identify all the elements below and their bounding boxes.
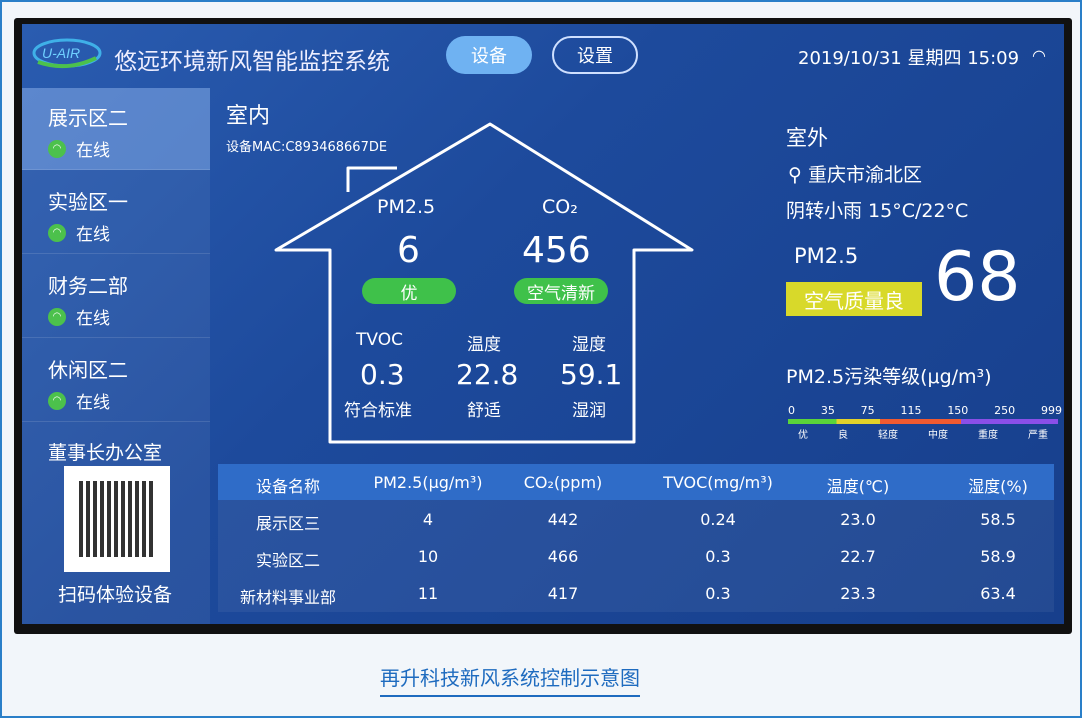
table-cell: 63.4 [980,584,1016,603]
scale-ticks: 0 35 75 115 150 250 999 [788,404,1062,417]
qr-code [64,466,170,572]
device-name: 展示区二 [48,106,128,130]
column-header: TVOC(mg/m³) [663,473,773,492]
column-header: 设备名称 [255,477,320,496]
scale-title: PM2.5污染等级(μg/m³) [786,366,992,388]
table-cell: 58.9 [980,547,1016,566]
temp-value: 22.8 [456,358,519,391]
table-cell: 展示区三 [255,514,320,533]
wifi-icon: ◠ [48,307,66,326]
temp-desc: 舒适 [467,401,501,421]
pm25-badge: 优 [362,278,456,304]
air-quality-badge: 空气质量良 [786,282,922,316]
tab-device[interactable]: 设备 [446,36,532,74]
sidebar-item[interactable]: 展示区二 ◠ 在线 [22,88,210,170]
house-outline [274,122,694,444]
wifi-icon: ◠ [1032,46,1046,65]
sidebar-item[interactable]: 财务二部 ◠ 在线 [22,256,210,338]
table-cell: 实验区二 [255,551,320,570]
outdoor-pm25-value: 68 [934,238,1021,317]
scale-levels: 优良轻度 中度 重度 严重 [798,430,1048,441]
indoor-title: 室内 [226,104,271,129]
table-cell: 442 [547,510,579,529]
status: 在线 [76,309,110,329]
table-cell: 23.3 [840,584,876,603]
office-label: 董事长办公室 [48,442,163,464]
status: 在线 [76,225,110,245]
co2-label: CO₂ [542,196,578,218]
table-cell: 23.0 [840,510,876,529]
pollution-scale-bar [788,419,1058,424]
wifi-icon: ◠ [48,223,66,242]
caption: 再升科技新风系统控制示意图 [380,662,640,697]
device-name: 财务二部 [48,274,128,298]
sidebar-item[interactable]: 休闲区二 ◠ 在线 [22,340,210,422]
pm25-label: PM2.5 [377,196,436,218]
table-cell: 58.5 [980,510,1016,529]
sidebar-item[interactable]: 实验区一 ◠ 在线 [22,172,210,254]
outdoor-pm25-label: PM2.5 [794,244,859,268]
table-cell: 417 [547,584,579,603]
humidity-label: 湿度 [572,335,606,355]
column-header: 温度(℃) [826,477,890,496]
device-mac: 设备MAC:C893468667DE [226,140,388,155]
location-pin-icon: ⚲ [788,164,802,186]
column-header: PM2.5(μg/m³) [373,473,483,492]
column-header: CO₂(ppm) [523,473,603,492]
wifi-icon: ◠ [48,391,66,410]
device-table: 设备名称 PM2.5(μg/m³) CO₂(ppm) TVOC(mg/m³) 温度(℃)… [218,464,1054,612]
weather: 阴转小雨 15°C/22°C [786,200,969,222]
tvoc-label: TVOC [356,330,403,350]
tab-settings[interactable]: 设置 [552,36,638,74]
tvoc-value: 0.3 [360,358,405,391]
table-cell: 10 [417,547,439,566]
temp-label: 温度 [467,335,501,355]
tvoc-desc: 符合标准 [344,401,412,421]
datetime: 2019/10/31 星期四 15:09 [798,48,1020,69]
table-cell: 0.24 [700,510,736,529]
app-title: 悠远环境新风智能监控系统 [114,49,390,75]
table-cell: 4 [422,510,434,529]
table-header [218,464,1054,500]
humidity-value: 59.1 [560,358,623,391]
co2-badge: 空气清新 [514,278,608,304]
table-cell: 0.3 [705,547,731,566]
co2-value: 456 [522,230,591,271]
qr-label: 扫码体验设备 [58,584,173,606]
humidity-desc: 湿润 [572,401,606,421]
table-cell: 22.7 [840,547,876,566]
status: 在线 [76,393,110,413]
table-cell: 0.3 [705,584,731,603]
device-name: 休闲区二 [48,358,128,382]
location: 重庆市渝北区 [807,164,922,186]
status: 在线 [76,141,110,161]
wifi-icon: ◠ [48,139,66,158]
table-cell: 新材料事业部 [239,588,336,607]
svg-text:U-AIR: U-AIR [42,45,80,61]
device-name: 实验区一 [48,190,128,214]
table-cell: 466 [547,547,579,566]
u-air-logo: U-AIR [32,38,102,69]
column-header: 湿度(%) [968,477,1028,496]
outdoor-title: 室外 [786,126,828,150]
table-cell: 11 [417,584,439,603]
pm25-value: 6 [397,230,420,271]
screen: U-AIR 悠远环境新风智能监控系统 设备 设置 2019/10/31 星期四 … [22,24,1064,624]
